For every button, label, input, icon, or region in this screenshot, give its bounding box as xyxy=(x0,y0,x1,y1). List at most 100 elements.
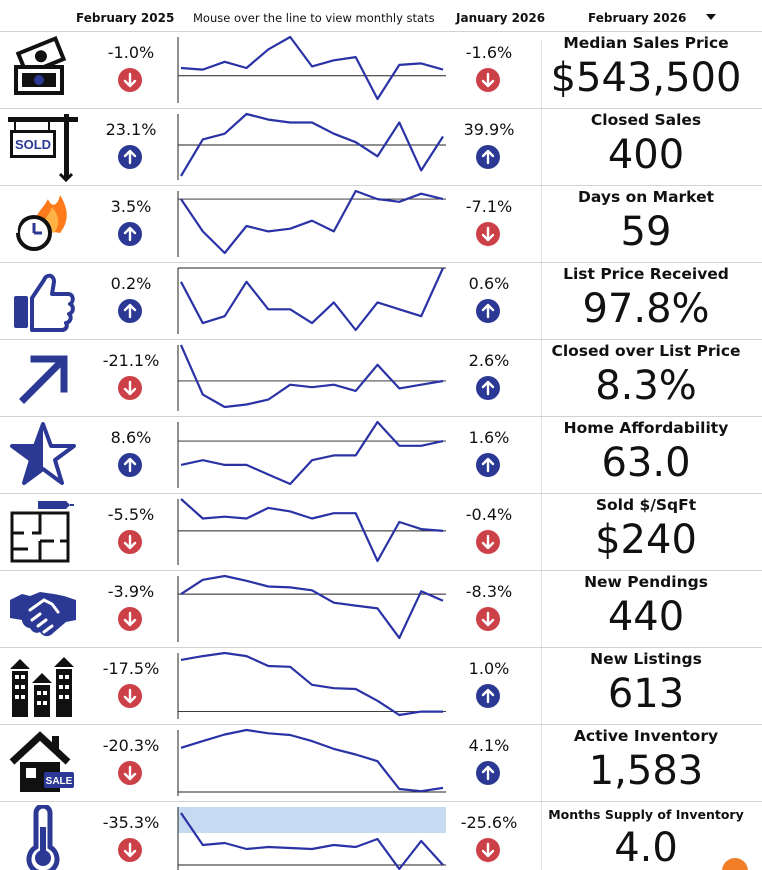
arrow-up-icon xyxy=(118,222,142,246)
prev-change-value: -1.0% xyxy=(107,43,155,62)
cur-change-value: 1.0% xyxy=(468,659,510,678)
metric-title: Median Sales Price xyxy=(563,34,729,52)
floor-plan-icon xyxy=(8,497,78,567)
metric-value: 613 xyxy=(607,671,685,717)
arrow-up-icon xyxy=(118,145,142,169)
arrow-down-icon xyxy=(476,68,500,92)
metric-value: $240 xyxy=(595,517,697,563)
arrow-down-icon xyxy=(476,607,500,631)
trend-sparkline[interactable] xyxy=(177,728,446,798)
star-icon xyxy=(8,420,78,490)
svg-text:SOLD: SOLD xyxy=(15,137,51,152)
row-divider xyxy=(0,493,762,494)
cur-change-value: -1.6% xyxy=(465,43,513,62)
trend-sparkline[interactable] xyxy=(177,35,446,105)
help-button[interactable] xyxy=(722,858,748,870)
clock-fire-icon xyxy=(8,189,78,259)
arrow-down-icon xyxy=(118,530,142,554)
sparkline-instructions: Mouse over the line to view monthly stat… xyxy=(193,11,435,25)
prev-change-value: -17.5% xyxy=(102,659,160,678)
prev-change-value: 8.6% xyxy=(110,428,152,447)
metric-row: -1.0% -1.6% Median Sales Price $543,500 xyxy=(0,31,762,108)
metric-row: 3.5% -7.1% Days on Market 59 xyxy=(0,185,762,262)
table-header: February 2025 Mouse over the line to vie… xyxy=(0,0,762,34)
prev-change-value: -5.5% xyxy=(107,505,155,524)
arrow-up-icon xyxy=(118,299,142,323)
period-select-value: February 2026 xyxy=(588,11,687,25)
prev-change-value: -3.9% xyxy=(107,582,155,601)
cur-change-value: 4.1% xyxy=(468,736,510,755)
chevron-down-icon[interactable] xyxy=(706,14,716,20)
houses-icon xyxy=(8,651,78,721)
trend-sparkline[interactable] xyxy=(177,574,446,644)
sold-sign-icon: SOLD xyxy=(8,112,78,183)
metric-title: Days on Market xyxy=(578,188,714,206)
cur-change-value: 2.6% xyxy=(468,351,510,370)
metric-value: 97.8% xyxy=(582,286,710,332)
trend-sparkline[interactable] xyxy=(177,189,446,259)
metric-value: 4.0 xyxy=(614,825,678,870)
metric-title: List Price Received xyxy=(563,265,729,283)
thumbs-up-icon xyxy=(8,266,78,336)
row-divider xyxy=(0,108,762,109)
cur-change-value: 39.9% xyxy=(463,120,515,139)
metric-row: -3.9% -8.3% New Pendings 440 xyxy=(0,570,762,647)
metric-title: Months Supply of Inventory xyxy=(548,807,744,822)
metric-value: 440 xyxy=(607,594,685,640)
metric-title: Sold $/SqFt xyxy=(595,496,697,514)
arrow-down-icon xyxy=(118,761,142,785)
trend-sparkline[interactable] xyxy=(177,266,446,336)
row-divider xyxy=(0,724,762,725)
prev-change-value: 0.2% xyxy=(110,274,152,293)
arrow-up-icon xyxy=(476,684,500,708)
row-divider xyxy=(0,339,762,340)
metric-value: 400 xyxy=(607,132,685,178)
metric-row: -17.5% 1.0% New Listings 613 xyxy=(0,647,762,724)
arrow-down-icon xyxy=(476,222,500,246)
metric-row: -35.3% -25.6% Months Supply of Inventory… xyxy=(0,801,762,870)
trend-sparkline[interactable] xyxy=(177,651,446,721)
column-divider xyxy=(541,40,542,870)
trend-sparkline[interactable] xyxy=(177,420,446,490)
prev-change-value: -21.1% xyxy=(102,351,160,370)
arrow-down-icon xyxy=(118,607,142,631)
row-divider xyxy=(0,31,762,32)
trend-sparkline[interactable] xyxy=(177,343,446,413)
row-divider xyxy=(0,570,762,571)
metric-value: $543,500 xyxy=(550,55,742,101)
arrow-up-icon xyxy=(476,299,500,323)
metric-title: Home Affordability xyxy=(563,419,729,437)
prev-change-value: 3.5% xyxy=(110,197,152,216)
prev-change-value: -20.3% xyxy=(102,736,160,755)
cur-change-value: -8.3% xyxy=(465,582,513,601)
metric-title: Closed Sales xyxy=(590,111,702,129)
metric-row: SOLD 23.1% 39.9% Closed Sales 400 xyxy=(0,108,762,185)
trend-sparkline[interactable] xyxy=(177,497,446,567)
trend-sparkline[interactable] xyxy=(177,112,446,182)
svg-text:SALE: SALE xyxy=(46,776,73,787)
row-divider xyxy=(0,647,762,648)
prev-change-value: -35.3% xyxy=(102,813,160,832)
thermometer-icon xyxy=(8,803,78,870)
row-divider xyxy=(0,416,762,417)
metric-row: -5.5% -0.4% Sold $/SqFt $240 xyxy=(0,493,762,570)
row-divider xyxy=(0,185,762,186)
metric-row: 0.2% 0.6% List Price Received 97.8% xyxy=(0,262,762,339)
metric-row: -21.1% 2.6% Closed over List Price 8.3% xyxy=(0,339,762,416)
cur-change-value: 1.6% xyxy=(468,428,510,447)
arrow-up-icon xyxy=(476,145,500,169)
metric-title: Closed over List Price xyxy=(551,342,741,360)
metric-value: 8.3% xyxy=(595,363,697,409)
metric-row: SALE -20.3% 4.1% Active Inventory 1,583 xyxy=(0,724,762,801)
period-select[interactable]: February 2026 xyxy=(588,11,716,25)
arrow-down-icon xyxy=(476,838,500,862)
row-divider xyxy=(0,801,762,802)
arrow-down-icon xyxy=(118,68,142,92)
money-icon xyxy=(8,35,78,105)
metric-value: 63.0 xyxy=(601,440,691,486)
metric-value: 59 xyxy=(620,209,672,255)
arrow-down-icon xyxy=(476,530,500,554)
trend-sparkline[interactable] xyxy=(177,805,446,870)
prev-change-value: 23.1% xyxy=(105,120,157,139)
arrow-up-icon xyxy=(476,453,500,477)
